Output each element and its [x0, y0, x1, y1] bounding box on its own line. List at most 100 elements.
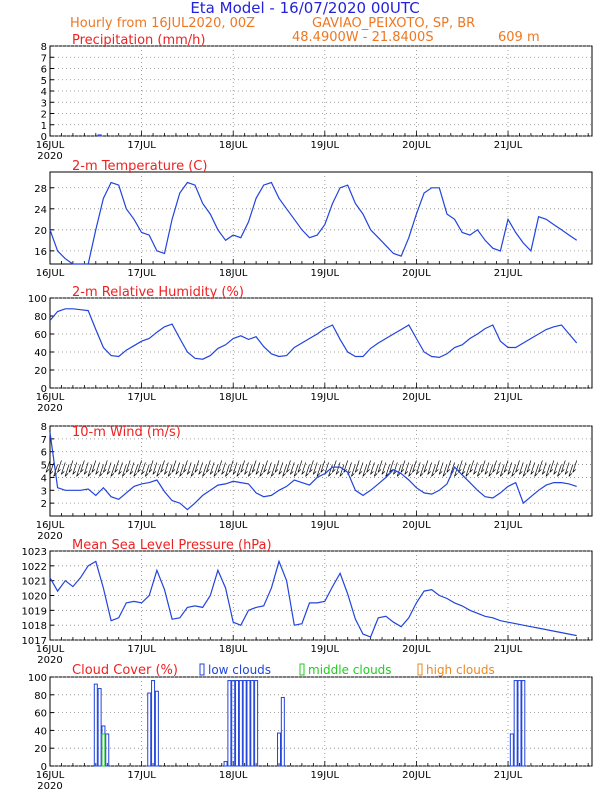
wind-barb: [538, 460, 543, 473]
wind-barb: [309, 460, 314, 473]
series-line: [49, 181, 578, 265]
wind-barb: [370, 462, 375, 475]
y-tick-label: 100: [28, 673, 47, 684]
wind-barb: [289, 462, 295, 475]
bar: [154, 690, 159, 767]
bar: [101, 733, 106, 767]
wind-barb: [396, 464, 402, 477]
wind-barb: [99, 464, 104, 477]
x-tick-label-21jul: 21JUL: [494, 520, 523, 531]
wind-barb: [141, 462, 146, 475]
y-tick-label: 80: [34, 312, 47, 323]
wind-barb: [60, 462, 66, 475]
wind-barb: [217, 460, 223, 473]
wind-barb: [434, 460, 440, 473]
wind-barb: [179, 464, 184, 477]
wind-barb: [232, 462, 238, 475]
wind-barb: [507, 462, 513, 475]
wind-barb: [496, 462, 501, 475]
wind-barb: [110, 464, 116, 477]
x-tick-label-19jul: 19JUL: [311, 770, 340, 781]
y-tick-label: 2: [41, 110, 47, 121]
x-tick-label-16jul: 16JUL: [36, 268, 65, 279]
legend-swatch: [199, 663, 205, 676]
subtitle-run: Hourly from 16JUL2020, 00Z: [70, 16, 255, 31]
y-tick-label: 4: [41, 87, 47, 98]
wind-barb: [163, 462, 169, 475]
wind-barb: [80, 460, 85, 473]
wind-barb: [244, 462, 249, 475]
subtitle-elevation: 609 m: [498, 30, 540, 45]
x-tick-label-20jul: 20JUL: [402, 392, 431, 403]
wind-barb: [225, 464, 230, 477]
x-tick-label-17jul: 17JUL: [127, 268, 156, 279]
x-tick-label-20jul: 20JUL: [402, 140, 431, 151]
series-line: [49, 432, 577, 511]
wind-barb: [408, 464, 413, 477]
y-tick-label: 5: [41, 76, 47, 87]
wind-barb: [209, 462, 215, 475]
wind-barb: [354, 460, 360, 473]
wind-barb: [114, 460, 120, 473]
x-tick-label-19jul: 19JUL: [311, 392, 340, 403]
wind-barb: [286, 460, 291, 473]
wind-barb: [190, 464, 196, 477]
y-tick-label: 5: [41, 461, 47, 472]
wind-barb: [442, 464, 448, 477]
wind-barb: [572, 460, 578, 473]
panel-3: 0 20 40 60 80 100 16JUL 17JUL 18JUL 19JUL 20JUL 21J…: [28, 285, 593, 414]
wind-barb: [331, 460, 337, 473]
wind-barb: [473, 462, 478, 475]
plot-frame: [49, 425, 593, 517]
y-tick-label: 3: [41, 486, 47, 497]
wind-barb: [125, 460, 131, 473]
wind-barb: [64, 464, 70, 477]
panel-title: Cloud Cover (%): [72, 663, 178, 678]
panel-5: 1017 1018 1019 1020 1021 1022 1023 16JUL 17JUL 18…: [22, 538, 593, 666]
x-tick-label-18jul: 18JUL: [219, 268, 248, 279]
x-tick-label-16jul: 16JUL: [36, 644, 65, 655]
wind-barb: [389, 460, 394, 473]
y-tick-label: 60: [34, 330, 47, 341]
y-tick-label: 60: [34, 709, 47, 720]
bar: [254, 680, 259, 767]
wind-barb: [385, 464, 391, 477]
wind-barb: [255, 462, 261, 475]
wind-barb: [465, 464, 471, 477]
wind-barb: [202, 464, 207, 477]
y-tick-label: 20: [34, 744, 47, 755]
wind-barb: [446, 460, 452, 473]
legend-label: low clouds: [208, 663, 271, 677]
wind-barb: [427, 462, 433, 475]
wind-barb: [312, 462, 318, 475]
wind-barb: [91, 460, 97, 473]
x-tick-label-16jul: 16JUL: [36, 140, 65, 151]
wind-barb: [49, 462, 55, 475]
wind-barb: [469, 460, 475, 473]
x-tick-label-20jul: 20JUL: [402, 644, 431, 655]
wind-barb: [499, 464, 505, 477]
bar: [250, 680, 255, 767]
bar: [105, 733, 110, 767]
wind-barb: [488, 464, 494, 477]
x-tick-label-19jul: 19JUL: [311, 268, 340, 279]
y-tick-label: 1: [41, 121, 47, 132]
wind-barb: [534, 464, 539, 477]
wind-barb: [518, 462, 524, 475]
panel-6: 0 20 40 60 80 100 16JUL 17JUL 18JUL 19JUL 20JUL 21J…: [28, 663, 593, 792]
x-year-label: 2020: [37, 781, 62, 792]
bar: [509, 733, 514, 767]
x-tick-label-19jul: 19JUL: [311, 520, 340, 531]
x-tick-label-20jul: 20JUL: [402, 520, 431, 531]
bar: [151, 680, 156, 767]
wind-barb: [282, 464, 287, 477]
subtitle-coords: 48.4900W - 21.8400S: [292, 30, 434, 45]
wind-barb: [366, 460, 371, 473]
legend-label: high clouds: [426, 663, 495, 677]
bar: [235, 680, 240, 767]
wind-barb: [438, 462, 444, 475]
wind-barb: [240, 460, 245, 473]
wind-barb: [515, 460, 520, 473]
